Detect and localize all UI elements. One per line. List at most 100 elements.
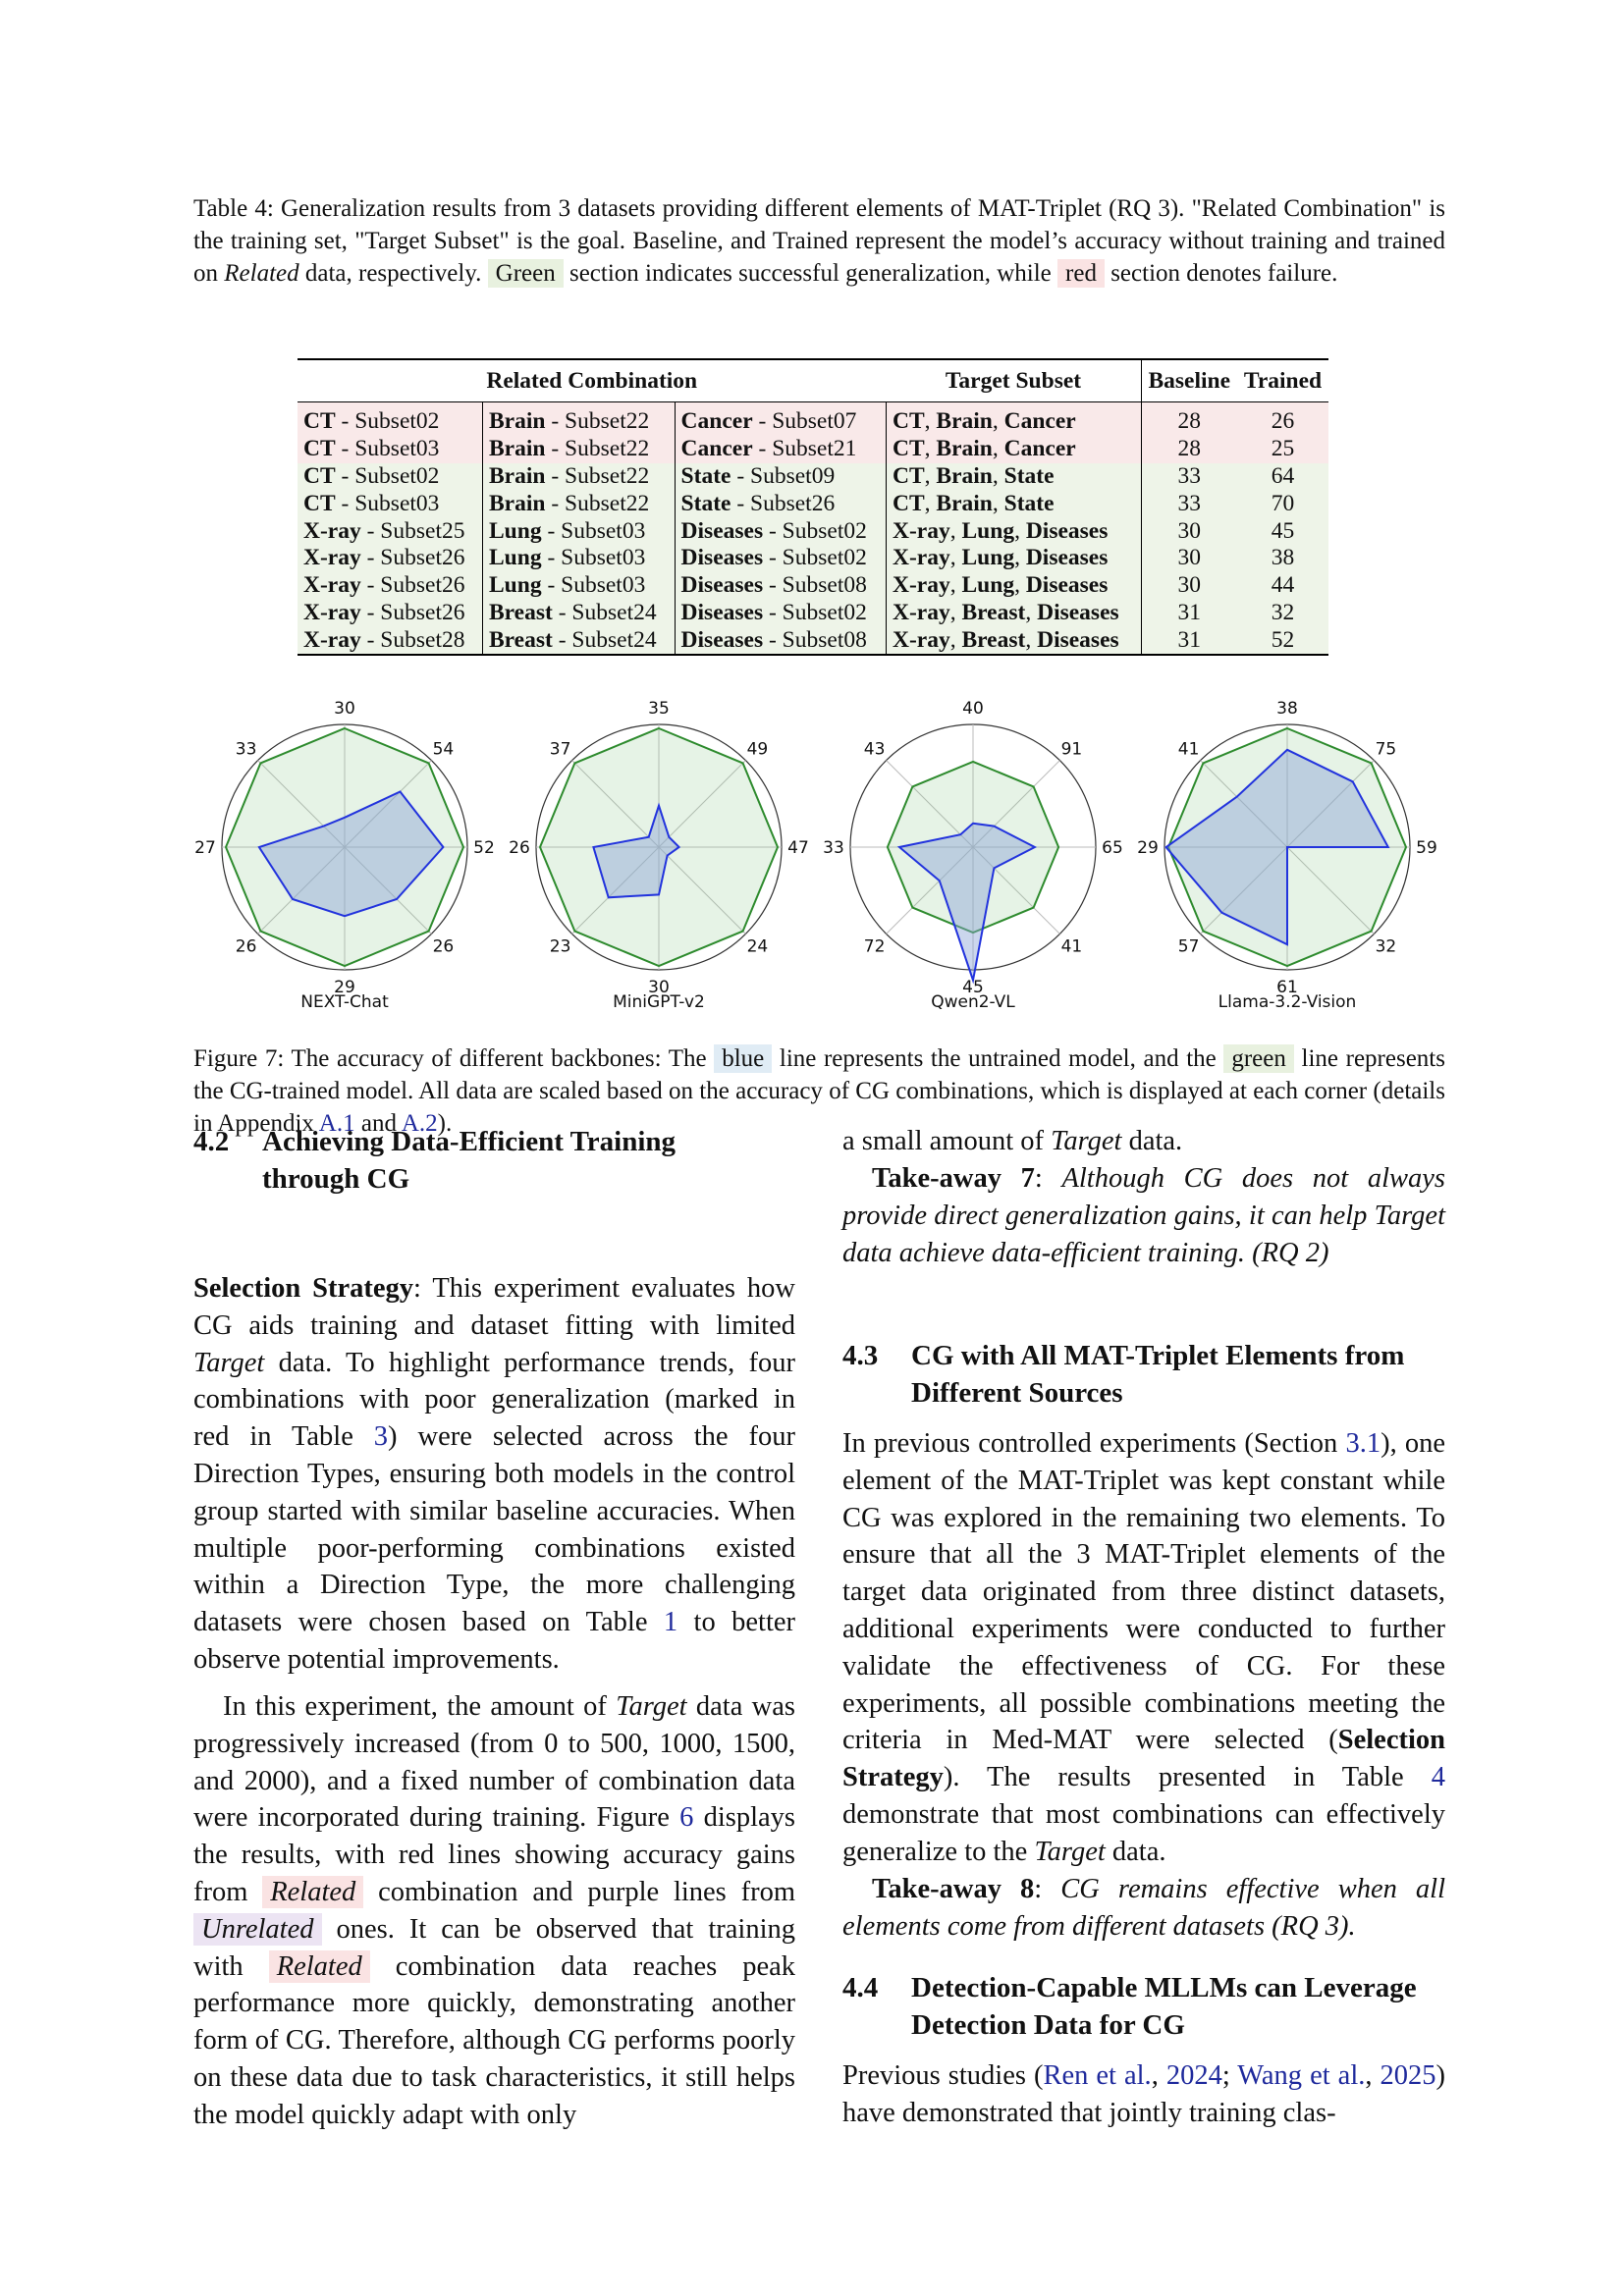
target-subset-cell: CT, Brain, Cancer (886, 435, 1141, 463)
radar-axis-label: 33 (236, 740, 257, 760)
radar-axis-label: 29 (334, 978, 355, 997)
radar-spoke (1200, 846, 1288, 934)
table-row: X-ray - Subset26 Lung - Subset03 Diseases … (298, 544, 1328, 572)
modality-cell: X-ray - Subset28 (298, 626, 483, 656)
trained-cell: 64 (1237, 462, 1328, 491)
table-row: CT - Subset02 Brain - Subset22 Cancer - Su… (298, 401, 1328, 436)
trained-cell: 70 (1237, 490, 1328, 518)
header-target-subset: Target Subset (886, 359, 1141, 402)
table-row: X-ray - Subset26 Breast - Subset24 Disease… (298, 599, 1328, 627)
radar-spoke (257, 846, 346, 934)
appendix-link-a2[interactable]: A.2 (401, 1110, 438, 1137)
radar-axis-label: 57 (1178, 936, 1200, 956)
paragraph-target-data: In this experiment, the amount of Target… (193, 1691, 796, 2130)
radar-axis-label: 41 (1061, 936, 1083, 956)
target-subset-cell: X-ray, Breast, Diseases (886, 626, 1141, 656)
results-table: Related Combination Target Subset Baseli… (298, 358, 1328, 656)
table-3-link[interactable]: 3 (373, 1421, 389, 1453)
section-4-4-heading: 4.4 Detection-Capable MLLMs can Leverage… (842, 1972, 1417, 2041)
radar-axis-label: 59 (1416, 838, 1437, 858)
takeaway-8: Take-away 8: CG remains effective when a… (842, 1874, 1446, 1942)
radar-chart: 40 91 65 41 45 72 33 43 Qwen2-VL (823, 699, 1123, 1012)
paragraph-mat-triplet: In previous controlled experiments (Sect… (842, 1428, 1445, 1867)
baseline-cell: 31 (1140, 599, 1238, 627)
radar-chart: 30 54 52 26 29 26 27 33 NEXT-Chat (194, 699, 495, 1012)
target-subset-cell: CT, Brain, State (886, 490, 1141, 518)
anatomy-cell: Brain - Subset22 (482, 490, 676, 518)
target-subset-cell: X-ray, Lung, Diseases (886, 544, 1141, 572)
section-3-1-link[interactable]: 3.1 (1345, 1428, 1381, 1459)
citation-wang-year[interactable]: 2025 (1380, 2060, 1436, 2091)
table-body: CT - Subset02 Brain - Subset22 Cancer - Su… (298, 401, 1328, 656)
task-cell: Diseases - Subset08 (674, 626, 887, 656)
radar-axis-label: 91 (1061, 740, 1083, 760)
section-4-3-heading: 4.3 CG with All MAT-Triplet Elements fro… (842, 1340, 1405, 1409)
citation-ren-year[interactable]: 2024 (1165, 2060, 1222, 2091)
trained-cell: 26 (1237, 401, 1328, 436)
header-related-combination: Related Combination (298, 359, 887, 402)
target-subset-cell: CT, Brain, Cancer (886, 401, 1141, 436)
trained-cell: 44 (1237, 571, 1328, 600)
radar-axis-label: 43 (864, 740, 886, 760)
radar-axis-label: 35 (648, 699, 670, 719)
untrained-series-line (592, 802, 681, 899)
table-row: CT - Subset03 Brain - Subset22 State - Sub… (298, 490, 1328, 518)
radar-spoke (658, 760, 746, 848)
task-cell: State - Subset09 (674, 462, 887, 491)
baseline-cell: 28 (1140, 435, 1238, 463)
radar-spoke (257, 760, 346, 848)
table-4-link[interactable]: 4 (1431, 1762, 1445, 1793)
citation-wang[interactable]: Wang et al. (1237, 2060, 1366, 2091)
green-highlight: green (1223, 1044, 1294, 1073)
anatomy-cell: Brain - Subset22 (482, 401, 676, 436)
table-row: X-ray - Subset28 Breast - Subset24 Disease… (298, 626, 1328, 656)
radar-axis-label: 32 (1376, 936, 1397, 956)
radar-axis-label: 26 (509, 838, 530, 858)
figure-6-link[interactable]: 6 (679, 1802, 694, 1834)
task-cell: Cancer - Subset07 (674, 401, 887, 436)
task-cell: Cancer - Subset21 (674, 435, 887, 463)
blue-highlight: blue (714, 1044, 773, 1073)
anatomy-cell: Lung - Subset03 (482, 544, 676, 572)
radar-spoke (571, 760, 660, 848)
radar-axis-label: 54 (433, 740, 455, 760)
radar-axis-label: 61 (1276, 978, 1298, 997)
related-highlight: Related (268, 1949, 370, 1983)
anatomy-cell: Brain - Subset22 (482, 462, 676, 491)
green-highlight: Green (487, 259, 564, 288)
radar-model-name: NEXT-Chat (300, 992, 389, 1012)
modality-cell: X-ray - Subset26 (298, 544, 483, 572)
table-row: X-ray - Subset26 Lung - Subset03 Diseases … (298, 571, 1328, 600)
modality-cell: X-ray - Subset26 (298, 599, 483, 627)
table-header-row: Related Combination Target Subset Baseli… (298, 359, 1328, 402)
radar-axis-label: 75 (1376, 740, 1397, 760)
section-4-2-heading: 4.2 Achieving Data-Efficient Training thr… (193, 1126, 677, 1195)
radar-chart: 38 75 59 32 61 57 29 41 Llama-3.2-Vision (1137, 699, 1437, 1012)
radar-axis-label: 40 (962, 699, 984, 719)
table-1-link[interactable]: 1 (663, 1607, 678, 1638)
untrained-series-line (1164, 748, 1390, 946)
radar-axis-label: 38 (1276, 699, 1298, 719)
header-trained: Trained (1237, 359, 1328, 402)
target-subset-cell: CT, Brain, State (886, 462, 1141, 491)
red-highlight: red (1057, 259, 1105, 288)
citation-ren[interactable]: Ren et al. (1043, 2060, 1152, 2091)
baseline-cell: 28 (1140, 401, 1238, 436)
radar-spoke (658, 846, 746, 934)
radar-spoke (886, 760, 974, 848)
related-highlight: Related (262, 1875, 364, 1908)
radar-axis-label: 52 (473, 838, 495, 858)
radar-spoke (1286, 760, 1375, 848)
cg-trained-series-line (224, 726, 465, 968)
paragraph-continuation: a small amount of Target data. (842, 1126, 1183, 1156)
table-row: X-ray - Subset25 Lung - Subset03 Diseases … (298, 517, 1328, 545)
figure-caption: Figure 7: The accuracy of different back… (193, 1044, 1445, 1137)
appendix-link-a1[interactable]: A.1 (318, 1110, 355, 1137)
radar-axis-label: 47 (787, 838, 809, 858)
baseline-cell: 30 (1140, 544, 1238, 572)
task-cell: Diseases - Subset02 (674, 544, 887, 572)
unrelated-highlight: Unrelated (193, 1912, 322, 1946)
radar-spoke (972, 846, 1060, 934)
radar-model-name: MiniGPT-v2 (613, 992, 705, 1012)
paragraph-selection-strategy: Selection Strategy: This experiment eval… (193, 1273, 796, 1675)
